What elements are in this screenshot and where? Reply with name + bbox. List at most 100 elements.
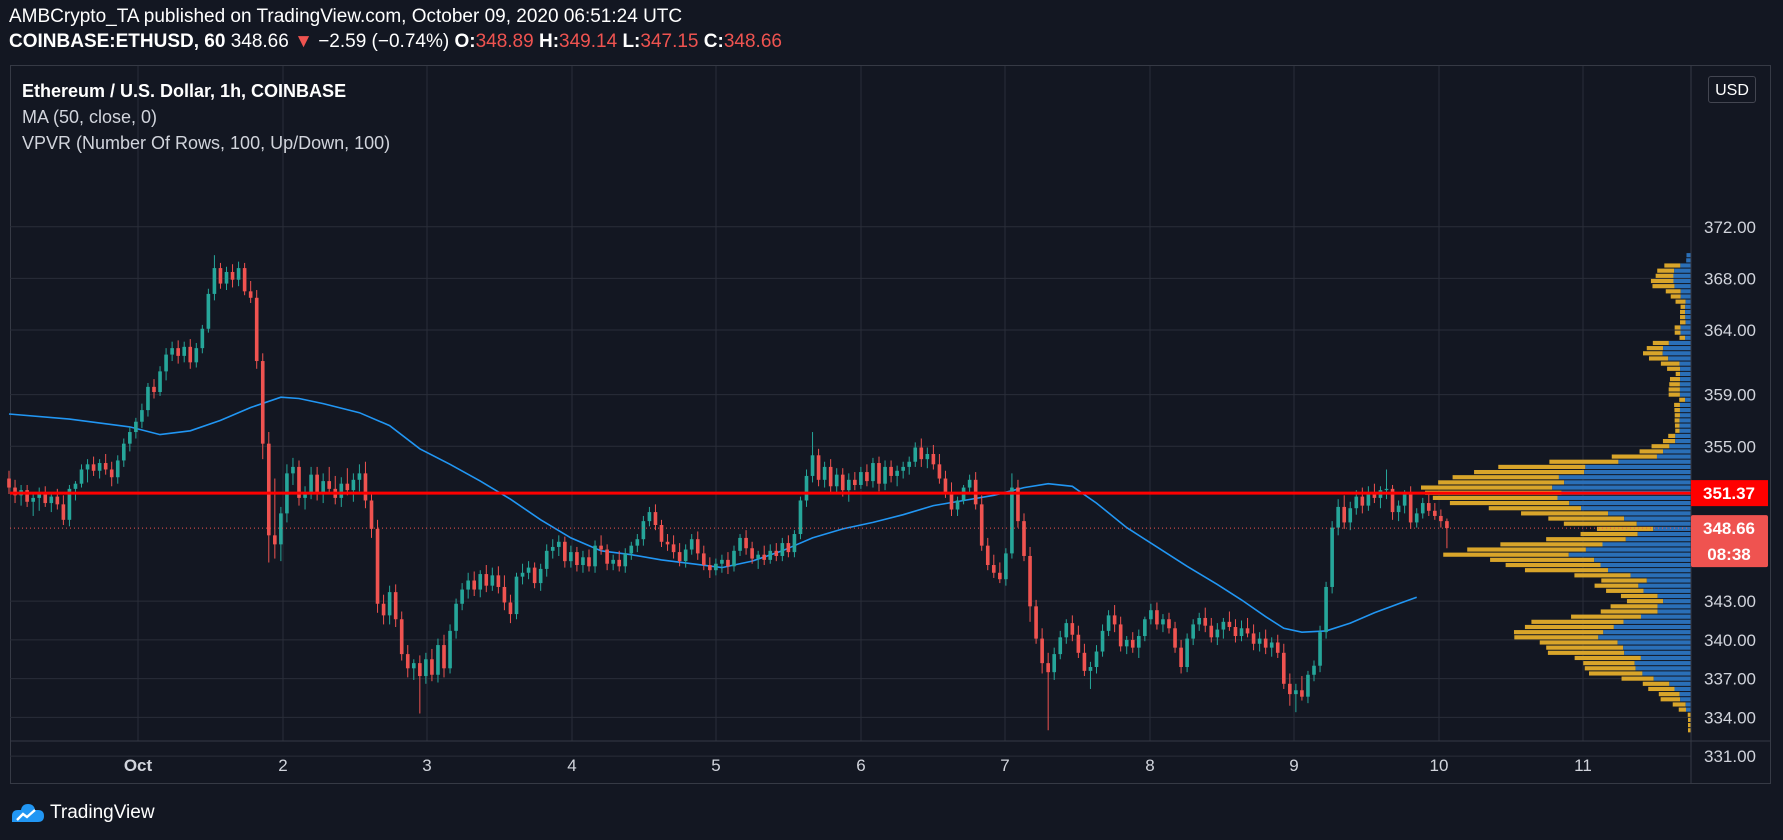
candle-body	[1342, 506, 1347, 523]
candle-body	[375, 528, 380, 604]
candle-body	[647, 512, 652, 522]
volume-profile-bar-up	[1581, 506, 1691, 511]
volume-profile-bar-down	[1667, 366, 1681, 371]
axes: 372.00 368.00 364.00 359.00 355.00 343.00 340.…	[10, 66, 1771, 784]
candle-body	[357, 473, 362, 480]
volume-profile-bar-up	[1637, 531, 1691, 537]
volume-profile-bar-down	[1674, 408, 1680, 413]
candle-body	[1016, 487, 1020, 522]
volume-profile-bar-up	[1680, 366, 1691, 371]
candle-body	[629, 545, 634, 554]
volume-profile-bar-up	[1680, 330, 1691, 335]
volume-profile-bar-down	[1571, 614, 1641, 619]
x-tick-label: Oct	[124, 756, 153, 775]
candle-body	[254, 297, 259, 362]
y-tick-label: 368.00	[1704, 269, 1756, 288]
volume-profile-bar-down	[1546, 645, 1624, 650]
candle-body	[1052, 654, 1057, 673]
volume-profile-bar-up	[1686, 253, 1691, 258]
candle-body	[1275, 642, 1280, 653]
candle-body	[1239, 628, 1244, 637]
volume-profile-bar-down	[1432, 495, 1558, 500]
volume-profile-bar-up	[1685, 707, 1691, 712]
volume-profile-bar-down	[1680, 304, 1686, 309]
volume-profile-bar-up	[1679, 418, 1691, 423]
volume-profile-bar-down	[1584, 666, 1636, 671]
candle-body	[339, 483, 344, 498]
candle-body	[937, 464, 942, 479]
candle-body	[1197, 617, 1202, 625]
volume-profile-bar-down	[1642, 681, 1670, 686]
volume-profile-bar-up	[1635, 666, 1691, 671]
candle-body	[1257, 638, 1262, 644]
candle-body	[732, 550, 736, 567]
y-tick-label: 334.00	[1704, 708, 1756, 727]
legend-title[interactable]: Ethereum / U.S. Dollar, 1h, COINBASE	[22, 81, 347, 101]
legend-vpvr[interactable]: VPVR (Number Of Rows, 100, Up/Down, 100)	[22, 133, 391, 153]
volume-profile-bar-down	[1669, 382, 1680, 387]
grid	[10, 66, 1691, 757]
low-label: L:	[622, 31, 641, 52]
candle-body	[1185, 638, 1189, 668]
volume-profile-bar-down	[1660, 361, 1680, 366]
volume-profile-bar-up	[1656, 454, 1691, 459]
candle-body	[79, 469, 84, 484]
candle-body	[508, 602, 513, 615]
candle-body	[25, 490, 29, 502]
candle-body	[1106, 615, 1111, 631]
candle-body	[399, 619, 404, 655]
candle-body	[556, 541, 561, 547]
candle-body	[991, 565, 996, 573]
candle-body	[55, 496, 60, 505]
candle-body	[1445, 521, 1449, 529]
candle-body	[411, 663, 416, 669]
candle-body	[1306, 674, 1310, 697]
candle-body	[1203, 617, 1208, 626]
volume-profile-bar-down	[1646, 346, 1664, 351]
volume-profile-bar-up	[1685, 397, 1691, 402]
tradingview-brand[interactable]: TradingView	[50, 802, 155, 823]
volume-profile-bar-up	[1685, 315, 1691, 320]
candle-body	[919, 447, 924, 460]
candle-body	[418, 663, 422, 677]
volume-profile-bar-up	[1679, 413, 1691, 418]
x-tick-label: 3	[422, 756, 431, 775]
volume-profile-bar-down	[1657, 268, 1675, 273]
candle-body	[478, 574, 483, 590]
volume-profile-bar-up	[1685, 304, 1691, 309]
candle-body	[393, 592, 398, 620]
volume-profile-bar-up	[1613, 624, 1691, 630]
volume-profile-bar-up	[1680, 371, 1691, 377]
candle-body	[345, 483, 350, 491]
volume-profile-bar-up	[1625, 537, 1691, 542]
legend-ma[interactable]: MA (50, close, 0)	[22, 107, 158, 127]
candle-body	[13, 487, 17, 496]
candle-body	[1112, 615, 1117, 625]
candle-body	[430, 659, 434, 675]
tradingview-logo-icon[interactable]	[10, 800, 46, 826]
candle-body	[436, 645, 440, 675]
candle-body	[43, 492, 48, 504]
candle-body	[1094, 651, 1099, 668]
volume-profile-bar-down	[1594, 583, 1639, 588]
volume-profile-bar-down	[1652, 340, 1669, 346]
candle-body	[611, 559, 615, 564]
candle-body	[1420, 503, 1425, 514]
candle-body	[121, 443, 126, 461]
candle-body	[1130, 639, 1135, 648]
volume-profile-bar-down	[1674, 325, 1681, 330]
price-lines	[10, 491, 1691, 529]
chart-frame[interactable]	[10, 65, 1771, 784]
volume-profile-bar-up	[1674, 284, 1691, 289]
candle-body	[1330, 527, 1334, 587]
volume-profile-bar-up	[1679, 423, 1691, 428]
candle-countdown-label: 08:38	[1707, 545, 1750, 564]
candle-body	[448, 630, 452, 669]
candle-body	[985, 545, 990, 566]
current-price-tag	[1691, 515, 1768, 568]
candle-body	[1034, 606, 1038, 639]
volume-profile-bar-up	[1636, 521, 1691, 526]
volume-profile-bar-down	[1443, 552, 1569, 557]
currency-button[interactable]: USD	[1708, 76, 1756, 103]
